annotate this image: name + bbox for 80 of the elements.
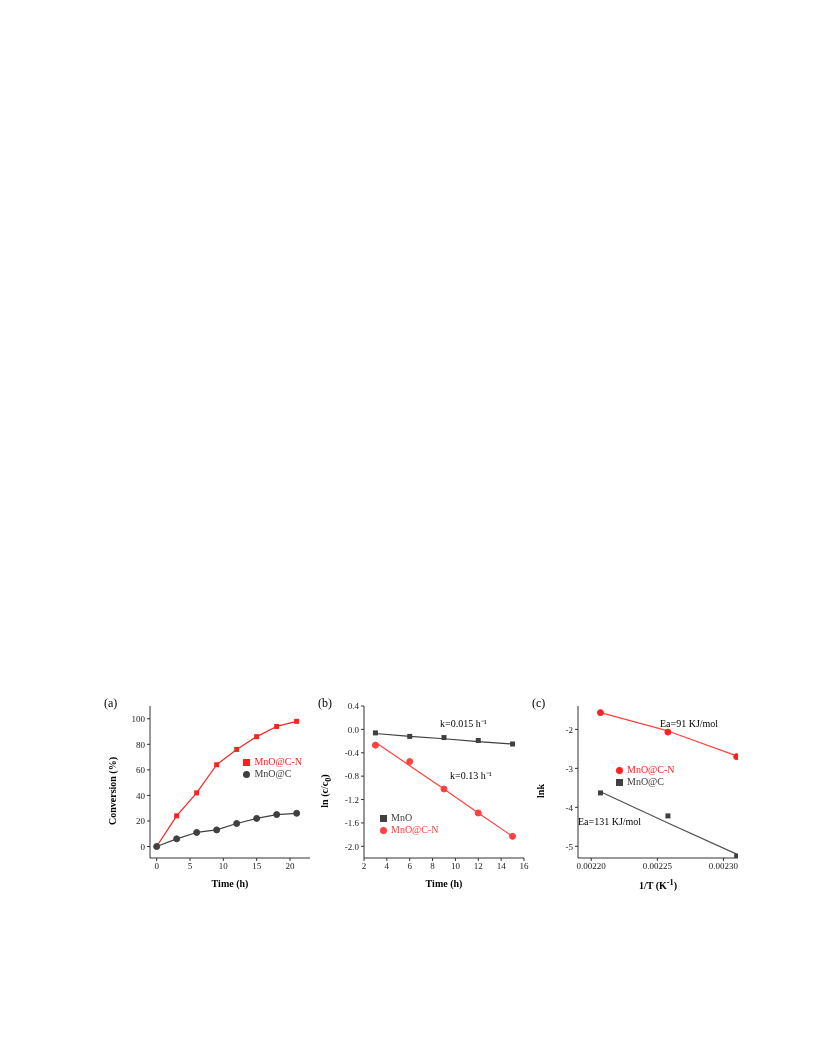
point — [193, 828, 201, 836]
x-tick-label: 10 — [450, 861, 461, 872]
x-tick-label: 0 — [154, 861, 160, 872]
point — [664, 728, 672, 736]
y-tick-label: -1.2 — [344, 794, 359, 805]
point — [371, 741, 379, 749]
x-tick-label: 12 — [473, 861, 483, 872]
y-tick-label: 40 — [136, 790, 146, 801]
point — [596, 709, 604, 717]
x-tick-label: 8 — [430, 861, 436, 872]
point — [475, 737, 481, 743]
y-tick-label: -2.0 — [344, 841, 360, 852]
y-tick-label: -1.6 — [344, 818, 360, 829]
x-tick-label: 4 — [384, 861, 390, 872]
y-tick-label: -2 — [565, 724, 573, 735]
y-tick-label: -5 — [565, 841, 574, 852]
point — [214, 762, 220, 768]
annotation: Ea=91 KJ/mol — [660, 718, 719, 729]
x-tick-label: 16 — [519, 861, 529, 872]
x-axis-title: Time (h) — [210, 878, 250, 889]
legend-label: MnO@C-N — [254, 756, 302, 767]
legend-label: MnO@C — [627, 776, 664, 787]
chart-title: (a) — [104, 696, 118, 711]
point — [234, 746, 240, 752]
point — [213, 826, 221, 834]
legend-label: MnO@C — [254, 768, 292, 779]
point — [254, 734, 260, 740]
legend-label: MnO@C-N — [391, 824, 439, 835]
legend-label: MnO — [391, 812, 413, 823]
point — [665, 813, 671, 819]
point — [372, 730, 378, 736]
point — [274, 723, 280, 729]
x-tick-label: 15 — [252, 861, 262, 872]
point — [253, 814, 261, 822]
x-tick-label: 5 — [187, 861, 193, 872]
y-tick-label: -3 — [565, 763, 574, 774]
point — [440, 785, 448, 793]
point — [474, 809, 482, 817]
point — [441, 735, 447, 741]
point — [174, 813, 180, 819]
annotation: Ea=131 KJ/mol — [578, 816, 642, 827]
point — [273, 811, 281, 819]
point — [407, 733, 413, 739]
y-tick-label: -0.8 — [344, 771, 360, 782]
y-tick-label: -4 — [565, 802, 574, 813]
annotation: k=0.015 h⁻¹ — [440, 717, 487, 730]
point — [406, 758, 414, 766]
chart-title: (b) — [318, 696, 332, 711]
x-axis-title: Time (h) — [424, 878, 464, 889]
y-tick-label: 0 — [140, 841, 146, 852]
point — [294, 718, 300, 724]
x-tick-label: 20 — [285, 861, 295, 872]
chart-title: (c) — [532, 696, 546, 711]
y-tick-label: 20 — [136, 816, 146, 827]
y-tick-label: 0.0 — [347, 724, 360, 735]
point — [194, 790, 200, 796]
x-tick-label: 0.00220 — [576, 861, 607, 872]
x-tick-label: 0.00225 — [642, 861, 673, 872]
x-axis-title: 1/T (K$^{-1}$) — [637, 878, 679, 892]
y-tick-label: 60 — [136, 765, 146, 776]
legend-label: MnO@C-N — [627, 764, 675, 775]
x-tick-label: 14 — [496, 861, 507, 872]
y-axis-title: Conversion (%) — [106, 756, 118, 826]
x-tick-label: 10 — [218, 861, 229, 872]
y-tick-label: 80 — [136, 739, 146, 750]
x-tick-label: 6 — [407, 861, 413, 872]
point — [233, 820, 241, 828]
x-tick-label: 2 — [361, 861, 367, 872]
point — [734, 853, 738, 858]
point — [509, 832, 517, 840]
y-axis-title: lnk — [534, 784, 546, 798]
y-tick-label: 100 — [131, 713, 146, 724]
annotation: k=0.13 h⁻¹ — [450, 769, 492, 782]
point — [173, 835, 181, 843]
y-tick-label: -0.4 — [344, 747, 360, 758]
y-tick-label: 0.4 — [347, 701, 360, 712]
point — [510, 741, 516, 747]
point — [293, 809, 301, 817]
x-tick-label: 0.00230 — [708, 861, 739, 872]
point — [597, 790, 603, 796]
